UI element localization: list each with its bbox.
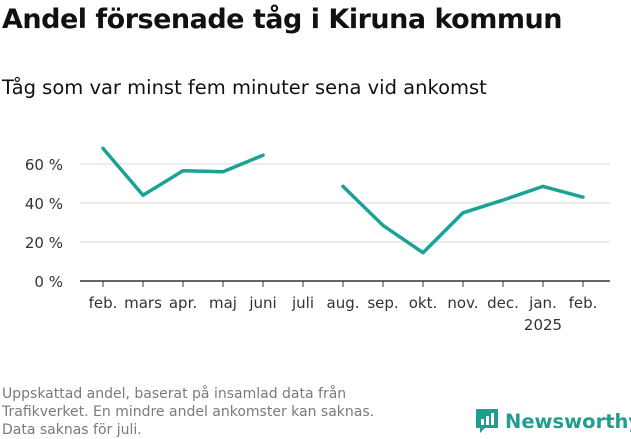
data-point [541, 184, 545, 188]
x-tick-label: dec. [487, 294, 519, 312]
x-tick-label: apr. [169, 294, 197, 312]
footnote-line: Uppskattad andel, baserat på insamlad da… [2, 386, 347, 402]
data-point [221, 170, 225, 174]
x-tick-label: sep. [367, 294, 398, 312]
footnote-line: Trafikverket. En mindre andel ankomster … [2, 404, 375, 420]
footnote: Uppskattad andel, baserat på insamlad da… [2, 385, 432, 439]
data-point [141, 193, 145, 197]
x-tick-label: juli [291, 294, 314, 312]
x-tick-label: nov. [447, 294, 478, 312]
y-tick-label: 60 % [25, 156, 63, 174]
line-chart: 0 % 20 % 40 % 60 % feb. mars apr. maj juni juli au… [25, 146, 610, 334]
data-point [261, 153, 265, 157]
x-tick-label: mars [124, 294, 162, 312]
x-tick-label: maj [209, 294, 237, 312]
y-tick-label: 0 % [34, 273, 63, 291]
data-point [581, 195, 585, 199]
brand-logo: Newsworthy [475, 407, 631, 435]
x-tick-label: juni [248, 294, 276, 312]
x-year-label: 2025 [524, 316, 562, 334]
x-tick-label: okt. [409, 294, 438, 312]
y-tick-label: 20 % [25, 234, 63, 252]
data-point [341, 184, 345, 188]
x-tick-label: jan. [528, 294, 557, 312]
data-point [381, 223, 385, 227]
brand-name: Newsworthy [505, 409, 631, 433]
data-point [181, 169, 185, 173]
bar-chart-icon [476, 409, 498, 433]
x-tick-label: feb. [89, 294, 118, 312]
data-point [101, 146, 105, 150]
chart-subtitle: Tåg som var minst fem minuter sena vid a… [2, 76, 487, 99]
data-point [461, 211, 465, 215]
x-tick-label: feb. [569, 294, 598, 312]
data-point [501, 198, 505, 202]
data-point [421, 251, 425, 255]
x-tick-label: aug. [327, 294, 360, 312]
y-tick-label: 40 % [25, 195, 63, 213]
series-line [341, 184, 585, 255]
footnote-line: Data saknas för juli. [2, 422, 142, 438]
chart-title: Andel försenade tåg i Kiruna kommun [2, 4, 562, 35]
